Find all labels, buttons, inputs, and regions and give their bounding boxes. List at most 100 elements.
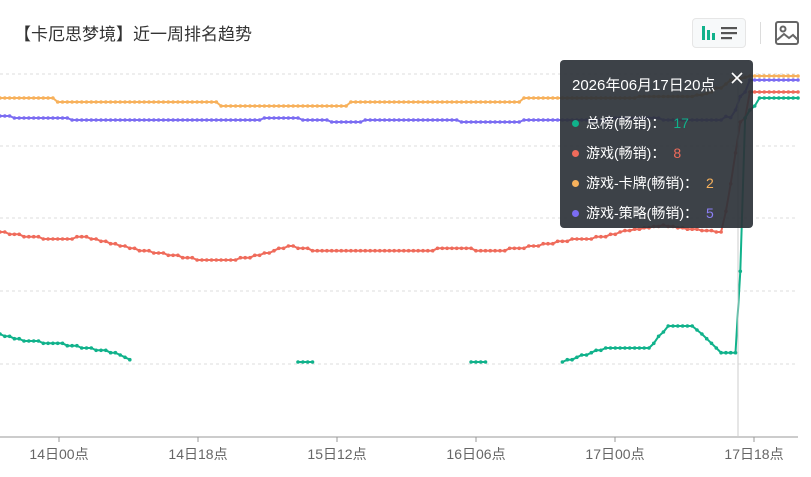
data-point[interactable]: [430, 248, 435, 253]
data-point[interactable]: [512, 100, 517, 104]
data-point[interactable]: [171, 253, 175, 258]
data-point[interactable]: [0, 114, 2, 118]
data-point[interactable]: [3, 114, 7, 118]
data-point[interactable]: [267, 104, 272, 108]
data-point[interactable]: [498, 120, 502, 124]
data-point[interactable]: [752, 78, 757, 82]
data-point[interactable]: [517, 120, 521, 124]
data-point[interactable]: [22, 116, 26, 120]
data-point[interactable]: [392, 118, 397, 122]
data-point[interactable]: [55, 100, 60, 104]
data-point[interactable]: [84, 100, 89, 104]
data-point[interactable]: [89, 118, 94, 122]
data-point[interactable]: [339, 104, 344, 108]
data-point[interactable]: [84, 234, 89, 239]
data-point[interactable]: [75, 100, 79, 104]
data-point[interactable]: [118, 244, 122, 248]
data-point[interactable]: [762, 78, 767, 82]
data-point[interactable]: [599, 234, 603, 239]
data-point[interactable]: [156, 100, 161, 104]
data-point[interactable]: [36, 339, 41, 343]
data-point[interactable]: [79, 118, 84, 122]
data-point[interactable]: [166, 253, 171, 258]
data-point[interactable]: [305, 360, 310, 364]
data-point[interactable]: [512, 246, 517, 251]
data-point[interactable]: [546, 96, 550, 100]
data-point[interactable]: [527, 244, 531, 248]
data-point[interactable]: [368, 100, 373, 104]
data-point[interactable]: [498, 100, 502, 104]
data-point[interactable]: [204, 258, 209, 262]
data-point[interactable]: [551, 118, 555, 122]
data-point[interactable]: [94, 348, 98, 353]
data-point[interactable]: [613, 232, 618, 237]
data-point[interactable]: [214, 100, 219, 104]
data-point[interactable]: [305, 118, 310, 122]
data-point[interactable]: [777, 78, 781, 82]
data-point[interactable]: [531, 244, 536, 248]
data-point[interactable]: [195, 258, 199, 262]
data-point[interactable]: [541, 118, 545, 122]
data-point[interactable]: [233, 258, 238, 262]
data-point[interactable]: [474, 100, 478, 104]
data-point[interactable]: [531, 118, 536, 122]
data-point[interactable]: [344, 248, 348, 253]
data-point[interactable]: [685, 227, 690, 231]
data-point[interactable]: [301, 246, 305, 251]
data-point[interactable]: [123, 118, 127, 122]
data-point[interactable]: [796, 90, 800, 94]
data-point[interactable]: [320, 104, 324, 108]
data-point[interactable]: [690, 227, 694, 231]
data-point[interactable]: [243, 255, 247, 260]
data-point[interactable]: [41, 116, 46, 120]
data-point[interactable]: [3, 96, 7, 100]
data-point[interactable]: [402, 248, 406, 253]
data-point[interactable]: [512, 120, 517, 124]
data-point[interactable]: [493, 248, 497, 253]
data-point[interactable]: [75, 234, 79, 239]
data-point[interactable]: [459, 100, 464, 104]
data-point[interactable]: [161, 251, 166, 255]
data-point[interactable]: [228, 258, 233, 262]
data-point[interactable]: [195, 100, 199, 104]
data-point[interactable]: [353, 120, 358, 124]
data-point[interactable]: [603, 234, 608, 239]
data-point[interactable]: [426, 118, 430, 122]
data-point[interactable]: [60, 100, 65, 104]
data-point[interactable]: [0, 230, 2, 234]
data-point[interactable]: [3, 334, 7, 339]
data-point[interactable]: [541, 241, 545, 246]
data-point[interactable]: [599, 348, 603, 353]
data-point[interactable]: [7, 114, 12, 118]
data-point[interactable]: [31, 339, 36, 343]
data-point[interactable]: [296, 246, 300, 251]
data-point[interactable]: [79, 346, 84, 350]
data-point[interactable]: [99, 239, 103, 244]
data-point[interactable]: [411, 100, 416, 104]
data-point[interactable]: [89, 100, 94, 104]
save-image-button[interactable]: [773, 19, 801, 47]
data-point[interactable]: [325, 118, 329, 122]
data-point[interactable]: [195, 118, 199, 122]
data-point[interactable]: [772, 74, 776, 78]
bar-chart-icon[interactable]: [700, 24, 718, 42]
data-point[interactable]: [89, 237, 94, 241]
data-point[interactable]: [363, 118, 368, 122]
data-point[interactable]: [267, 251, 272, 255]
data-point[interactable]: [257, 104, 262, 108]
data-point[interactable]: [772, 78, 776, 82]
data-point[interactable]: [248, 255, 252, 260]
data-point[interactable]: [99, 118, 103, 122]
data-point[interactable]: [589, 350, 594, 355]
data-point[interactable]: [219, 104, 223, 108]
data-point[interactable]: [75, 118, 79, 122]
data-point[interactable]: [435, 100, 440, 104]
data-point[interactable]: [796, 78, 800, 82]
data-point[interactable]: [329, 120, 334, 124]
data-point[interactable]: [166, 100, 171, 104]
data-point[interactable]: [291, 244, 296, 248]
data-point[interactable]: [445, 100, 449, 104]
data-point[interactable]: [46, 116, 50, 120]
data-point[interactable]: [469, 360, 473, 364]
data-point[interactable]: [310, 118, 315, 122]
